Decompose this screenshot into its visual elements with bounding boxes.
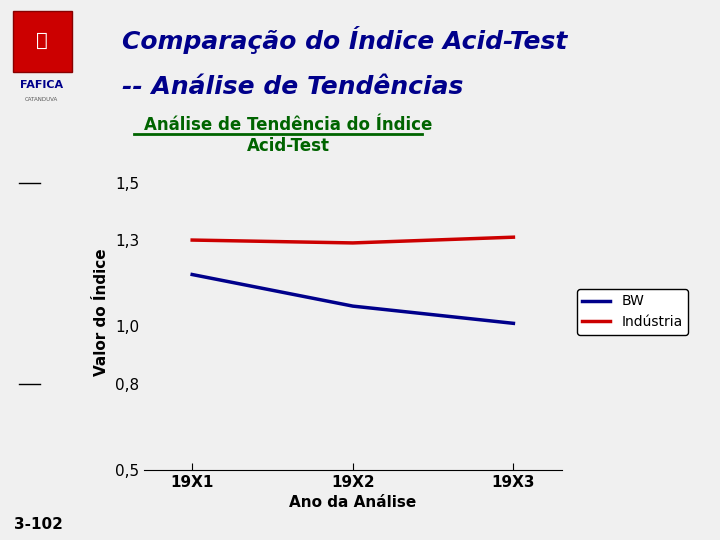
Indústria bbox=[188, 237, 197, 244]
Indústria bbox=[509, 234, 518, 240]
Line: Indústria: Indústria bbox=[192, 237, 513, 243]
Legend: BW, Indústria: BW, Indústria bbox=[577, 289, 688, 335]
Text: Acid-Test: Acid-Test bbox=[247, 137, 330, 155]
BW bbox=[348, 303, 357, 309]
Y-axis label: Valor do Índice: Valor do Índice bbox=[94, 248, 109, 376]
FancyBboxPatch shape bbox=[13, 10, 72, 72]
Text: -- Análise de Tendências: -- Análise de Tendências bbox=[122, 75, 464, 99]
Text: CATANDUVA: CATANDUVA bbox=[25, 97, 58, 102]
X-axis label: Ano da Análise: Ano da Análise bbox=[289, 495, 416, 510]
Text: 🏢: 🏢 bbox=[36, 31, 48, 50]
Line: BW: BW bbox=[192, 274, 513, 323]
Indústria bbox=[348, 240, 357, 246]
Text: FAFICA: FAFICA bbox=[20, 80, 63, 90]
BW bbox=[509, 320, 518, 327]
BW bbox=[188, 271, 197, 278]
Text: Análise de Tendência do Índice: Análise de Tendência do Índice bbox=[144, 116, 433, 134]
Text: Comparação do Índice Acid-Test: Comparação do Índice Acid-Test bbox=[122, 26, 568, 54]
Text: 3-102: 3-102 bbox=[14, 517, 63, 532]
